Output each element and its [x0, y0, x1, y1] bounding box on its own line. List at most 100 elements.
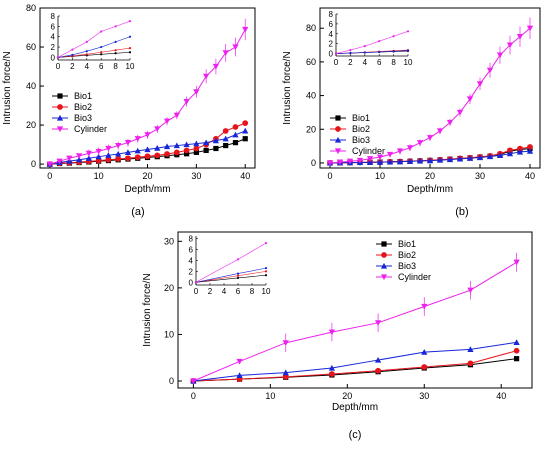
legend-label-cylinder: Cylinder: [398, 272, 431, 282]
data-point-bio3: [376, 158, 384, 165]
inset-point-bio2: [264, 270, 268, 273]
x-tick-label: 10: [265, 391, 275, 401]
inset-y-tick-label: 0: [51, 53, 56, 62]
x-axis-label: Depth/mm: [124, 184, 170, 195]
inset-y-tick-label: 2: [51, 43, 56, 52]
data-point-bio3: [476, 154, 484, 161]
data-point-bio3: [406, 158, 414, 164]
inset-point-bio2: [114, 49, 117, 52]
inset-x-tick-label: 0: [334, 58, 339, 67]
x-axis-label: Depth/mm: [407, 184, 453, 195]
inset-point-bio3: [236, 272, 240, 275]
series-line-bio3: [193, 341, 517, 382]
data-point-bio3: [282, 369, 289, 376]
inset-point-cylinder: [349, 48, 352, 52]
legend-marker-bio2: [57, 104, 63, 110]
inset-point-cylinder: [392, 35, 395, 38]
inset-y-tick-label: 4: [329, 30, 334, 39]
y-tick-label: 40: [26, 81, 36, 91]
inset-y-tick-label: 2: [189, 267, 194, 276]
inset-point-bio1: [236, 276, 240, 280]
x-axis-label: Depth/mm: [332, 402, 378, 413]
data-point-cylinder: [144, 132, 151, 138]
inset-point-bio2: [100, 51, 103, 54]
data-point-bio2: [375, 367, 381, 374]
y-tick-label: 60: [306, 57, 316, 67]
data-point-bio2: [421, 364, 428, 370]
data-point-bio2: [183, 147, 190, 154]
data-point-bio1: [193, 149, 199, 155]
legend-label-bio2: Bio2: [74, 102, 92, 112]
data-point-cylinder: [124, 140, 132, 146]
legend-marker-bio1: [381, 241, 387, 247]
inset-point-bio1: [264, 274, 268, 277]
legend-label-bio3: Bio3: [352, 135, 370, 145]
data-point-cylinder: [426, 135, 434, 141]
x-tick-label: 30: [191, 171, 201, 181]
data-point-bio3: [496, 152, 504, 158]
legend-marker-bio3: [56, 114, 64, 121]
data-point-bio3: [232, 131, 239, 138]
inset-line-bio3: [57, 36, 131, 58]
y-tick-label: 80: [306, 23, 316, 33]
y-tick-label: 30: [164, 236, 174, 246]
inset-y-tick-label: 6: [189, 246, 194, 255]
inset-line-bio3: [335, 50, 409, 54]
inset-point-bio2: [85, 53, 88, 56]
legend-marker-bio3: [380, 262, 388, 269]
data-point-bio3: [154, 144, 161, 151]
data-point-cylinder: [326, 160, 334, 167]
data-point-cylinder: [467, 287, 474, 294]
inset-y-tick-label: 0: [189, 278, 194, 287]
data-point-cylinder: [115, 142, 122, 149]
data-point-cylinder: [346, 158, 354, 165]
data-point-cylinder: [66, 155, 73, 162]
inset-x-tick-label: 4: [222, 287, 227, 296]
inset-line-cylinder: [335, 31, 409, 54]
inset-line-bio1: [57, 51, 131, 58]
data-point-bio3: [436, 156, 444, 163]
data-point-bio3: [115, 150, 122, 157]
inset-point-bio3: [378, 50, 381, 54]
data-point-bio1: [183, 151, 190, 157]
legend-label-bio2: Bio2: [398, 250, 416, 260]
data-point-cylinder: [406, 145, 414, 151]
y-tick-label: 10: [164, 329, 174, 339]
inset-point-cylinder: [236, 258, 240, 261]
data-point-cylinder: [416, 140, 424, 146]
inset-point-cylinder: [100, 30, 103, 33]
data-point-bio3: [105, 152, 112, 158]
inset-x-tick-label: 6: [236, 287, 241, 296]
data-point-bio2: [527, 144, 533, 150]
data-point-bio3: [513, 339, 520, 345]
data-point-cylinder: [56, 158, 63, 165]
inset-x-tick-label: 10: [126, 62, 135, 71]
inset-point-cylinder: [406, 30, 410, 33]
data-point-bio3: [193, 140, 200, 147]
x-tick-label: 30: [475, 171, 485, 181]
inset-point-bio3: [349, 51, 352, 55]
x-tick-label: 20: [142, 171, 152, 181]
data-point-cylinder: [105, 145, 112, 152]
x-tick-label: 30: [419, 391, 429, 401]
data-point-cylinder: [496, 52, 504, 59]
data-point-bio2: [125, 155, 131, 162]
data-point-bio3: [421, 349, 428, 355]
inset-point-cylinder: [114, 25, 117, 28]
data-point-cylinder: [396, 148, 404, 155]
inset-x-tick-label: 0: [194, 287, 199, 296]
data-point-bio3: [124, 149, 132, 155]
inset-point-bio2: [236, 274, 240, 277]
y-tick-label: 20: [26, 120, 36, 130]
plot-frame: [39, 7, 256, 169]
inset-point-cylinder: [264, 241, 268, 245]
inset-x-tick-label: 8: [391, 58, 396, 67]
series-line-cylinder: [193, 261, 517, 382]
inset-line-cylinder: [57, 20, 131, 58]
data-point-bio2: [154, 152, 161, 159]
